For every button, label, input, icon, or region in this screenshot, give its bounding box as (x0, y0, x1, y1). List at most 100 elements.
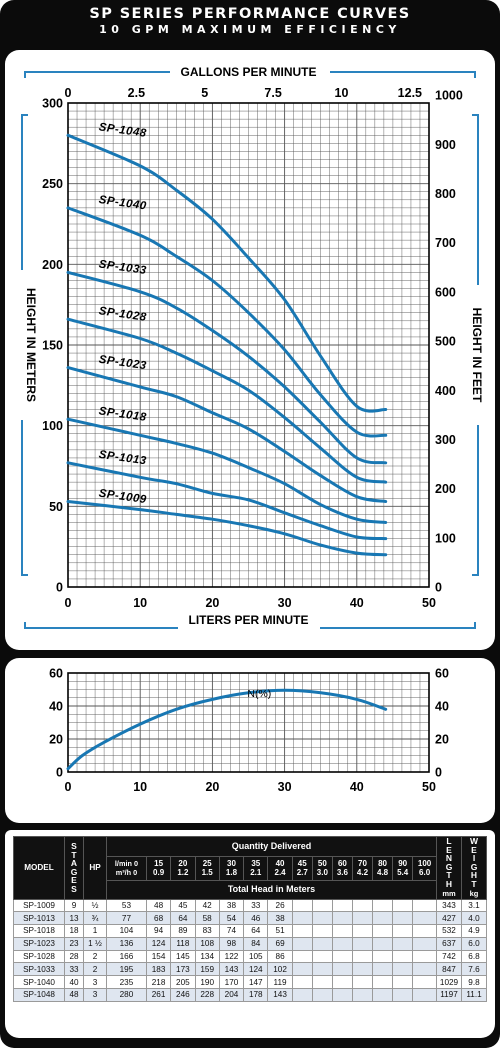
x2-tick-label: 10 (335, 86, 349, 100)
cell-head: 38 (267, 911, 293, 926)
axis-band-line (24, 71, 170, 78)
cell-length: 847 (436, 962, 462, 977)
flow-row: l/min 0 m³/h 0 15 0.9 20 1.2 25 1.5 30 1.8 35 2.1… (14, 855, 487, 882)
cell-model: SP-1023 (13, 936, 65, 951)
cell-head: 205 (170, 975, 196, 990)
cell-head: 42 (194, 898, 220, 913)
weight-unit: kg (469, 889, 479, 898)
m3h-value: 6.0 (419, 868, 431, 878)
x2-tick-label: 7.5 (264, 86, 281, 100)
cell-empty (351, 962, 374, 977)
cell-head: 74 (218, 924, 245, 938)
flow-col-35: 35 2.1 (243, 855, 269, 882)
x-tick-label: 40 (350, 596, 364, 610)
cell-empty (291, 936, 313, 951)
cell-head: 173 (170, 962, 196, 977)
y2-tick-label: 700 (435, 236, 456, 250)
y2-tick-label: 500 (435, 335, 456, 349)
cell-stages: 28 (64, 949, 84, 964)
table-row: SP-1018 18 1 104 94 89 83 74 64 51 532 4.9 (13, 924, 487, 938)
y2-tick-label: 0 (435, 581, 442, 595)
axis-band (24, 622, 476, 629)
lmin-value: 80 (378, 859, 388, 869)
cell-head: 86 (267, 949, 293, 964)
cell-head: 204 (218, 988, 245, 1002)
cell-empty (351, 924, 374, 938)
cell-head: 102 (267, 962, 293, 977)
header-quantity: Quantity Delivered (106, 836, 437, 857)
x2-tick-label: 2.5 (128, 86, 145, 100)
x-tick-label: 10 (133, 780, 147, 794)
y-tick-label: 40 (49, 700, 63, 714)
cell-empty (372, 911, 394, 926)
cell-empty (311, 949, 333, 964)
cell-head: 53 (106, 898, 147, 913)
y-tick-label: 150 (42, 339, 63, 353)
cell-weight: 6.8 (461, 949, 487, 964)
cell-empty (351, 898, 374, 913)
table-row: SP-1040 40 3 235 218 205 190 170 147 119 1029 9.8 (13, 975, 487, 990)
cell-hp: 3 (83, 975, 107, 990)
cell-empty (331, 911, 353, 926)
lmin-value: 100 (417, 859, 432, 869)
cell-model: SP-1040 (13, 975, 65, 990)
x-tick-label: 0 (65, 596, 72, 610)
lmin-value: 25 (202, 859, 212, 869)
cell-head: 69 (267, 936, 293, 951)
m3h-value: 2.1 (250, 868, 262, 878)
axis-band-line (320, 622, 476, 629)
cell-head: 45 (170, 898, 196, 913)
cell-stages: 40 (64, 975, 84, 990)
cell-empty (392, 962, 414, 977)
cell-hp: 1 (83, 924, 107, 938)
m3h-value: 1.5 (201, 868, 213, 878)
cell-empty (412, 911, 437, 926)
table-row: SP-1033 33 2 195 183 173 159 143 124 102 847 7.6 (13, 962, 487, 977)
cell-head: 190 (194, 975, 220, 990)
series-line-sp-1028 (66, 317, 388, 484)
cell-empty (372, 949, 394, 964)
cell-empty (372, 898, 394, 913)
cell-head: 64 (243, 924, 269, 938)
y2-tick-label: 900 (435, 138, 456, 152)
cell-head: 147 (243, 975, 269, 990)
cell-weight: 9.8 (461, 975, 487, 990)
m3h-value: 2.4 (274, 868, 286, 878)
cell-empty (331, 936, 353, 951)
cell-weight: 11.1 (461, 988, 487, 1002)
x-tick-label: 30 (278, 780, 292, 794)
length-unit: mm (442, 889, 456, 898)
cell-model: SP-1018 (13, 924, 65, 938)
axis-band-line (472, 114, 479, 576)
y-tick-label: 50 (49, 500, 63, 514)
cell-head: 261 (145, 988, 172, 1002)
m3h-label: m³/h 0 (115, 868, 138, 878)
lmin-value: 20 (178, 859, 188, 869)
cell-empty (351, 911, 374, 926)
lmin-value: 50 (317, 859, 327, 869)
cell-head: 105 (243, 949, 269, 964)
cell-empty (351, 975, 374, 990)
y2-tick-label: 40 (435, 700, 449, 714)
y2-tick-label: 1000 (435, 89, 463, 103)
cell-head: 64 (170, 911, 196, 926)
m3h-value: 0.9 (153, 868, 165, 878)
table-row: SP-1013 13 ¾ 77 68 64 58 54 46 38 427 4.0 (13, 911, 487, 926)
cell-empty (291, 924, 313, 938)
header-model: MODEL (13, 836, 65, 900)
cell-head: 143 (218, 962, 245, 977)
cell-head: 136 (106, 936, 147, 951)
flow-col-90: 90 5.4 (392, 855, 414, 882)
flow-col-70: 70 4.2 (351, 855, 374, 882)
m3h-value: 1.8 (225, 868, 238, 878)
lmin-value: 70 (358, 859, 367, 869)
cell-empty (392, 911, 414, 926)
cell-head: 218 (145, 975, 172, 990)
series-line-sp-1018 (66, 417, 388, 524)
x-tick-label: 50 (422, 780, 436, 794)
m3h-value: 2.7 (296, 868, 308, 878)
cell-head: 46 (243, 911, 269, 926)
cell-empty (311, 988, 333, 1002)
y2-tick-label: 400 (435, 384, 456, 398)
